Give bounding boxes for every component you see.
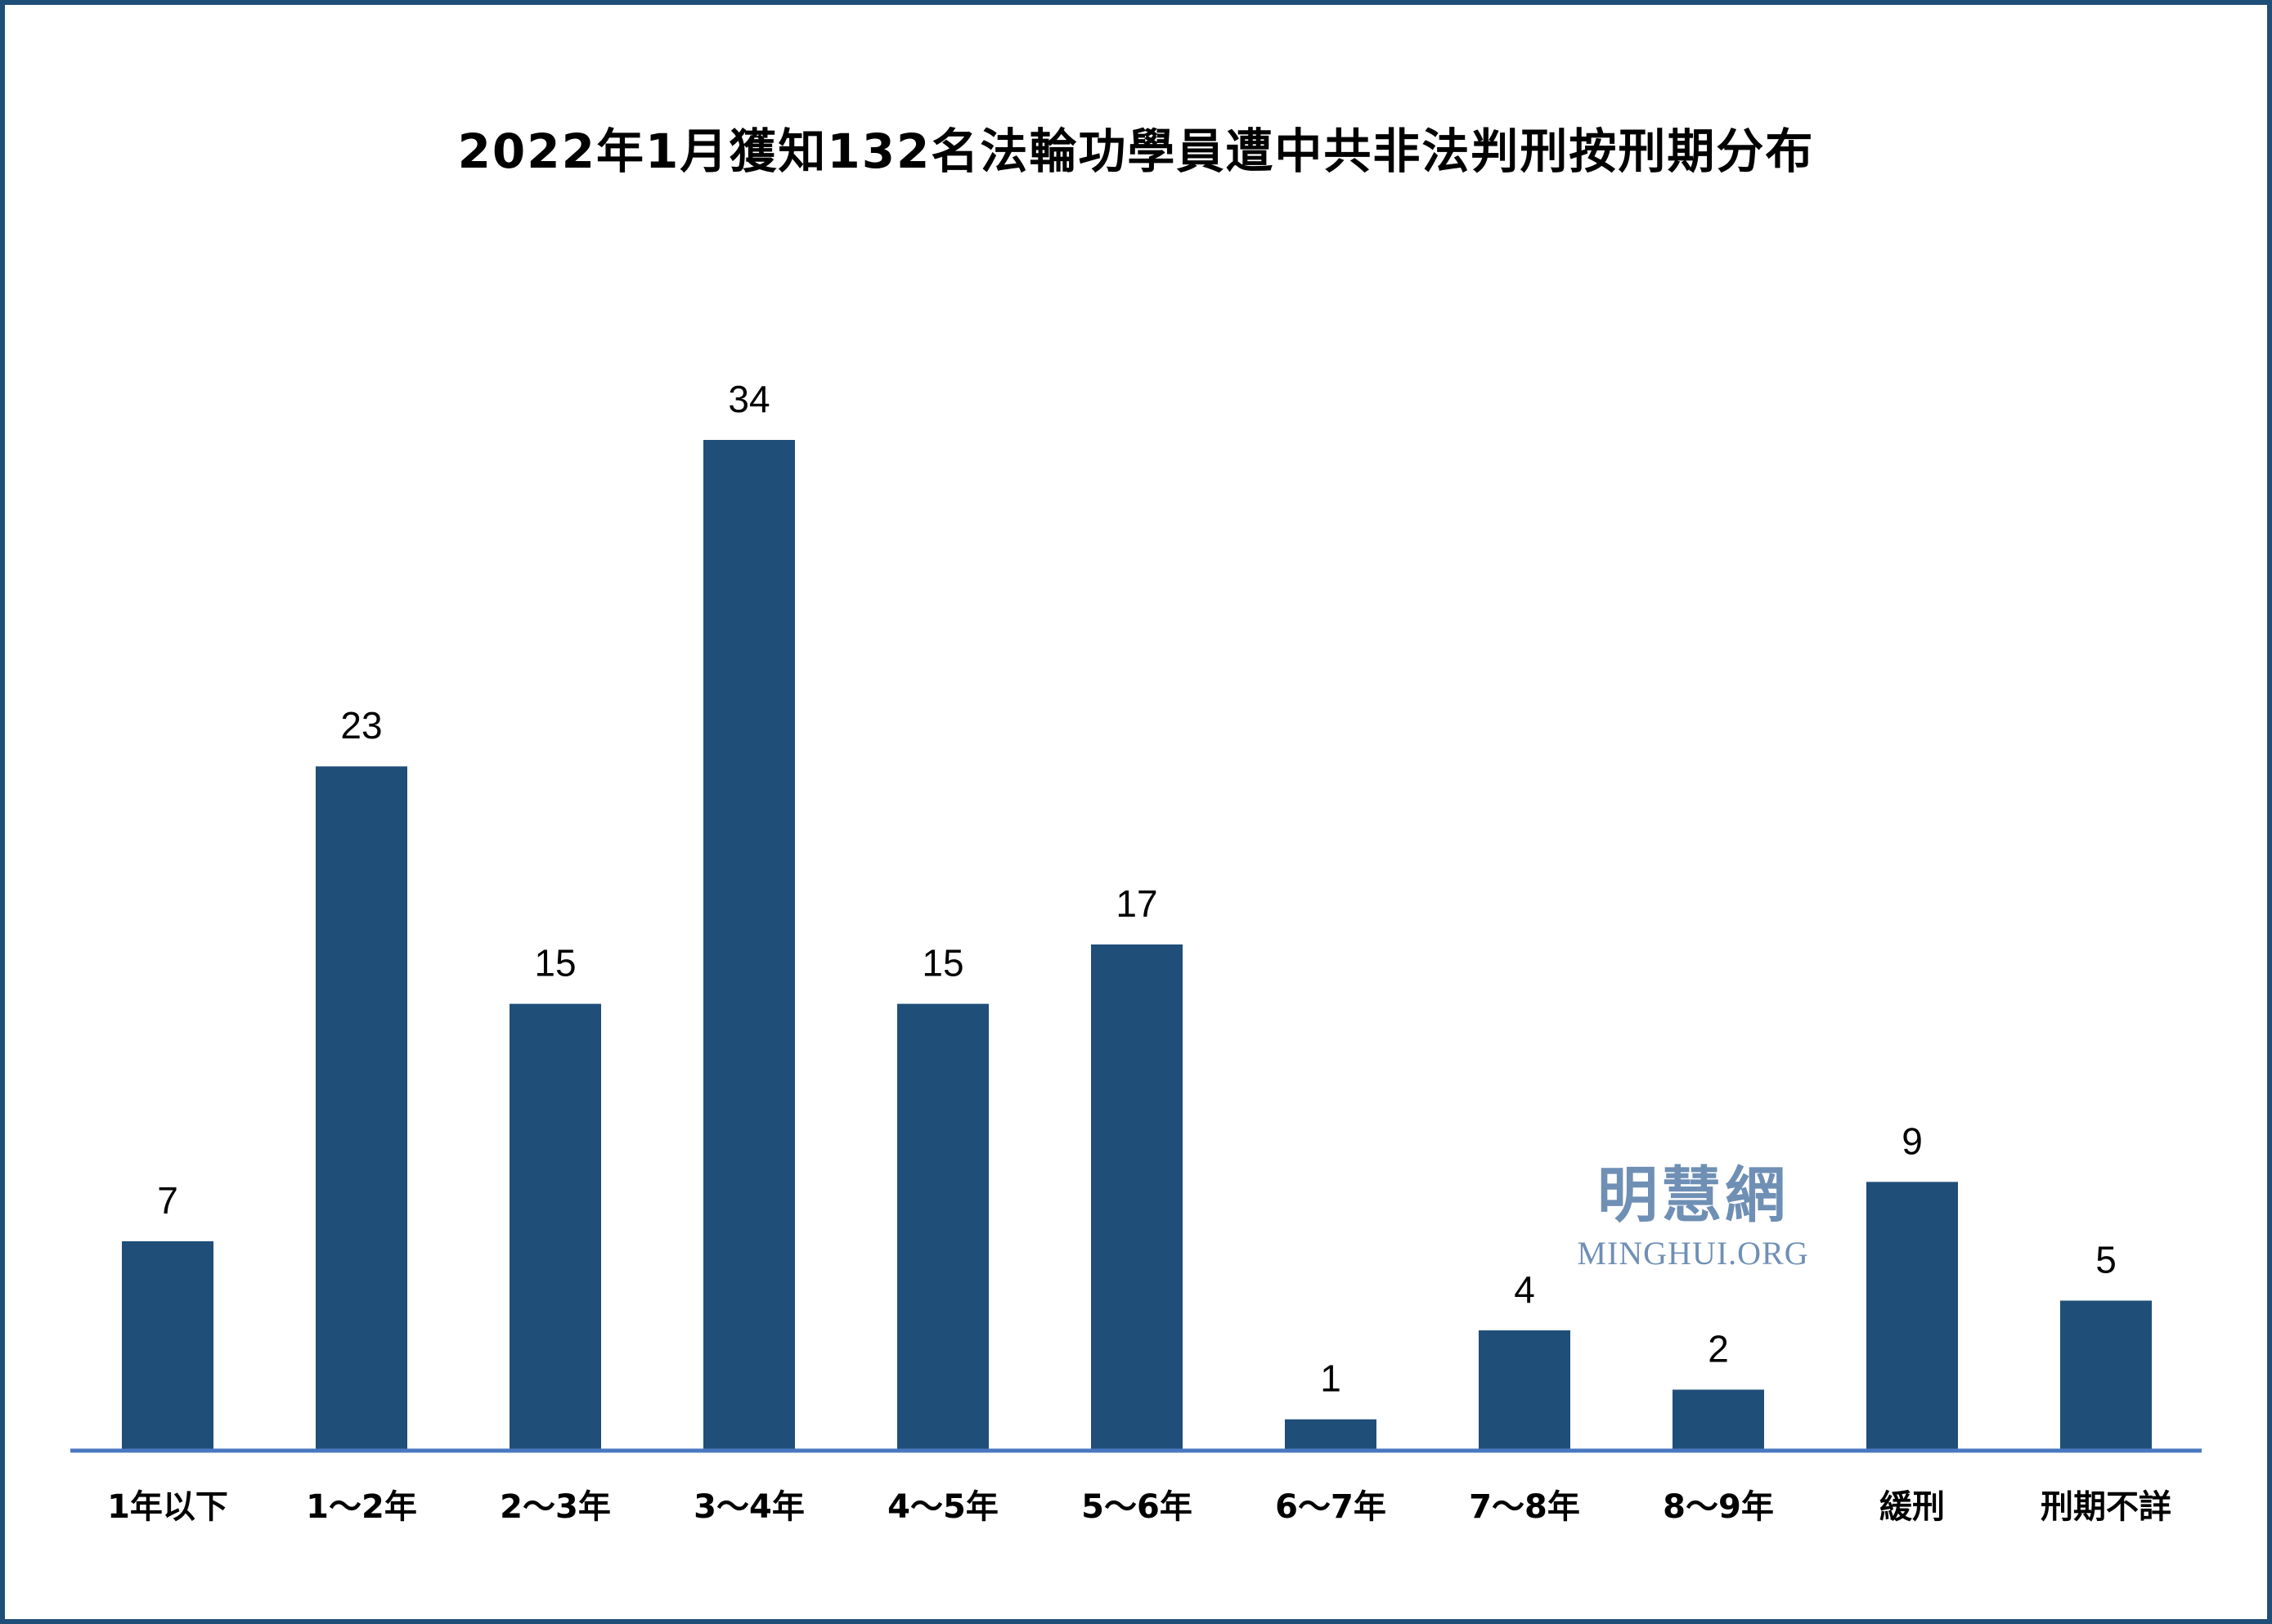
category-label-10: 緩刑 [1879,1488,1945,1526]
value-label-3: 15 [534,942,576,985]
category-label-11: 刑期不詳 [2041,1488,2171,1526]
value-label-7: 1 [1320,1357,1341,1400]
value-label-2: 23 [340,704,382,747]
value-label-9: 2 [1708,1327,1729,1370]
bars-layer [122,440,2152,1449]
value-label-1: 7 [157,1179,178,1222]
category-label-8: 7～8年 [1469,1488,1580,1526]
category-label-9: 8～9年 [1663,1488,1774,1526]
minghui-watermark: 明慧網 MINGHUI.ORG [1558,1165,1828,1272]
category-label-6: 5～6年 [1081,1488,1192,1526]
category-label-1: 1年以下 [107,1488,228,1526]
chart-title: 2022年1月獲知132名法輪功學員遭中共非法判刑按刑期分布 [457,123,1815,179]
category-label-5: 4～5年 [887,1488,999,1526]
bar-1 [122,1240,213,1449]
watermark-english: MINGHUI.ORG [1577,1235,1809,1272]
bar-10 [1866,1182,1958,1449]
category-label-4: 3～4年 [694,1488,805,1526]
value-label-11: 5 [2095,1239,2117,1281]
value-label-10: 9 [1902,1119,1923,1162]
bar-11 [2060,1300,2152,1449]
bar-6 [1091,944,1183,1449]
watermark-chinese: 明慧網 [1597,1160,1789,1231]
category-label-2: 1～2年 [306,1488,417,1526]
bar-4 [703,440,795,1449]
bar-2 [316,766,407,1449]
bar-5 [897,1003,989,1449]
value-label-6: 17 [1116,882,1157,925]
category-label-7: 6～7年 [1275,1488,1386,1526]
bar-9 [1673,1389,1764,1449]
value-label-8: 4 [1514,1268,1535,1311]
bar-8 [1479,1330,1570,1449]
value-label-4: 34 [728,378,770,420]
labels-layer: 7 1年以下 23 1～2年 15 2～3年 34 3～4年 15 4～5年 17 5～6年 1 6～7年… [107,378,2171,1526]
category-label-3: 2～3年 [500,1488,611,1526]
bar-3 [510,1003,601,1449]
value-label-5: 15 [922,942,963,985]
bar-7 [1285,1419,1376,1449]
